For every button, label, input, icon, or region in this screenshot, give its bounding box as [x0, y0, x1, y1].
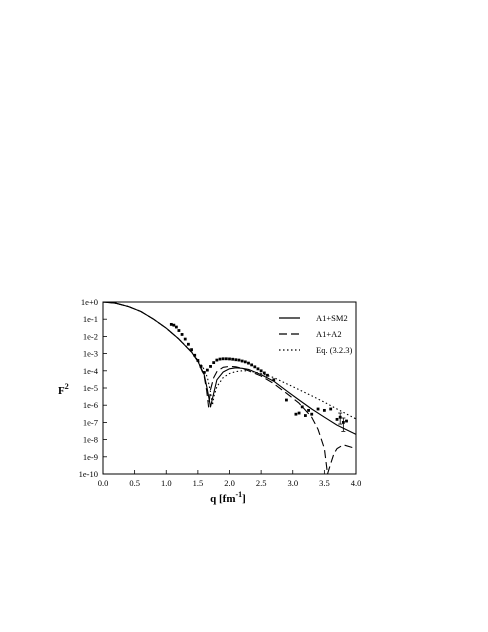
x-tick-label: 0.5 — [129, 478, 140, 488]
data-point — [304, 414, 307, 417]
data-point — [177, 329, 181, 332]
y-tick-label: 1e-9 — [83, 452, 98, 462]
data-point — [169, 322, 173, 326]
data-point — [310, 412, 314, 416]
data-point — [209, 365, 212, 368]
data-point — [196, 359, 200, 362]
data-markers — [169, 322, 348, 432]
data-point — [307, 408, 310, 412]
data-point — [183, 337, 187, 341]
x-axis-title-main: q [fm — [210, 493, 235, 505]
data-point — [322, 408, 326, 412]
data-point — [300, 405, 304, 409]
series-lines — [102, 301, 357, 475]
data-point — [256, 367, 260, 371]
x-tick-label: 1.0 — [161, 478, 172, 488]
legend-label-eq: Eq. (3.2.3) — [316, 345, 353, 355]
data-point — [335, 417, 339, 421]
data-point — [259, 369, 263, 373]
data-point — [193, 353, 197, 357]
data-point — [174, 325, 178, 329]
x-tick-label: 3.5 — [319, 478, 330, 488]
data-point — [329, 407, 333, 411]
data-point — [240, 359, 244, 363]
x-tick-label: 2.0 — [224, 478, 235, 488]
y-tick-label: 1e-4 — [83, 366, 99, 376]
x-axis-title-sup: -1 — [236, 490, 243, 499]
plot-frame — [102, 301, 357, 475]
x-tick-label: 3.0 — [287, 478, 298, 488]
data-point — [186, 342, 190, 346]
data-point — [266, 373, 269, 377]
data-point — [199, 365, 203, 368]
y-tick-label: 1e-1 — [83, 314, 98, 324]
data-point — [297, 411, 301, 415]
x-tick-label: 2.5 — [256, 478, 267, 488]
legend: A1+SM2 A1+A2 Eq. (3.2.3) — [279, 313, 353, 355]
plot-area — [102, 301, 357, 475]
data-point — [202, 371, 206, 374]
y-tick-label: 1e-8 — [83, 435, 98, 445]
data-point — [180, 333, 184, 336]
data-point — [231, 357, 235, 361]
data-point — [221, 357, 225, 361]
series-line-a1-sm2 — [102, 301, 357, 435]
x-tick-label: 1.5 — [193, 478, 204, 488]
data-point — [262, 371, 266, 375]
y-tick-label: 1e-7 — [83, 417, 98, 427]
x-axis-title: q [fm-1] — [210, 490, 246, 505]
data-point — [253, 365, 257, 369]
data-point — [285, 398, 288, 402]
y-axis-title-main: F — [58, 385, 65, 397]
legend-label-a1-sm2: A1+SM2 — [316, 313, 348, 323]
y-tick-label: 1e-3 — [83, 349, 98, 359]
data-point — [272, 378, 276, 382]
data-point — [250, 363, 254, 367]
data-point — [247, 361, 250, 365]
y-tick-label: 1e-2 — [83, 331, 98, 341]
y-axis-title-sup: 2 — [65, 382, 69, 391]
data-point — [243, 360, 247, 364]
x-tick-label: 4.0 — [351, 478, 362, 488]
y-tick-label: 1e-6 — [83, 400, 98, 410]
data-point — [205, 368, 209, 372]
data-point — [316, 407, 320, 411]
data-point — [345, 419, 348, 423]
data-point — [228, 357, 231, 361]
data-point — [172, 323, 176, 327]
data-point — [212, 361, 216, 364]
legend-label-a1-a2: A1+A2 — [316, 329, 342, 339]
y-tick-label: 1e-5 — [83, 383, 98, 393]
y-tick-label: 1e+0 — [81, 297, 98, 307]
y-tick-label: 1e-10 — [79, 469, 98, 479]
y-axis-title: F2 — [58, 382, 69, 397]
data-point — [294, 412, 298, 416]
x-axis-title-close: ] — [242, 493, 246, 505]
data-point — [218, 357, 222, 361]
series-line-a1-a2 — [102, 301, 357, 475]
data-point — [215, 358, 219, 362]
data-point — [190, 348, 193, 352]
data-point — [234, 358, 238, 362]
x-tick-label: 0.0 — [98, 478, 109, 488]
data-point — [237, 358, 241, 362]
data-point — [224, 357, 228, 361]
x-axis-ticks: 0.0 0.5 1.0 1.5 2.0 2.5 3.0 3.5 4.0 — [98, 470, 362, 488]
